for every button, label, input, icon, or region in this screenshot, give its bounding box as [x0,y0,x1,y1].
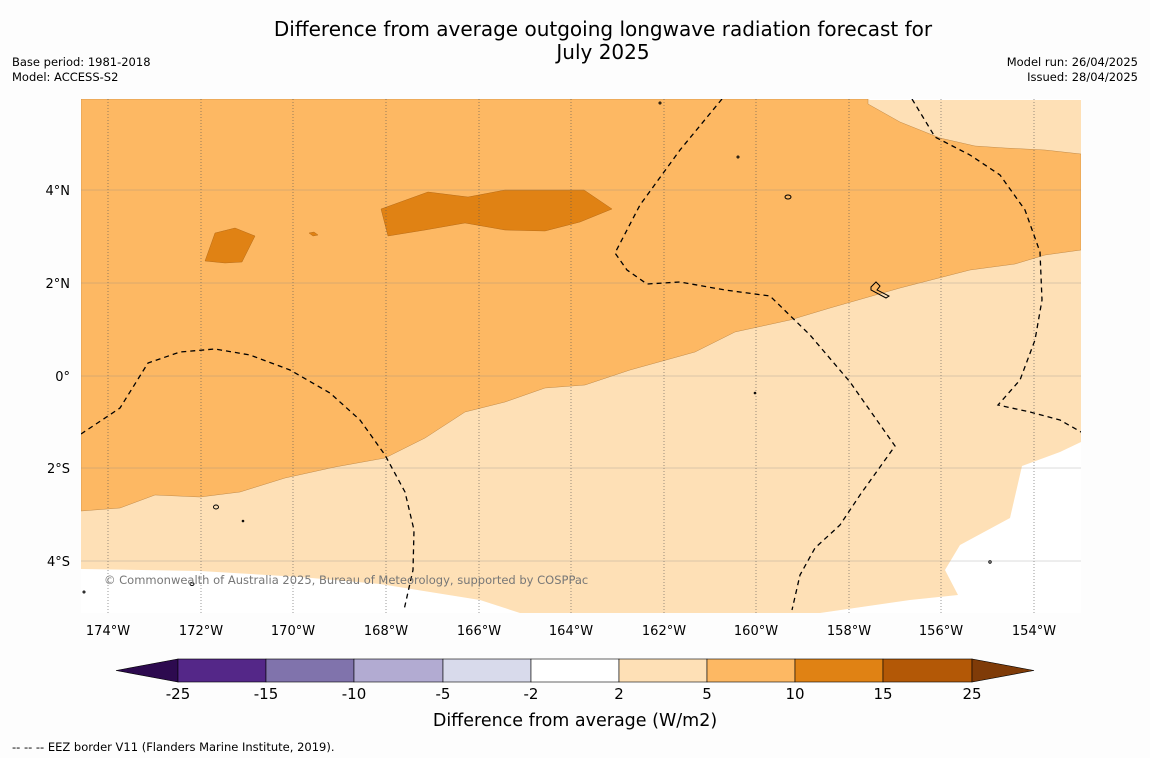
eez-border-central [614,99,896,611]
colorbar-tick-label: -2 [524,685,539,703]
island-outline [988,560,992,564]
colorbar-segment [530,658,620,683]
colorbar-tick-label: 15 [873,685,892,703]
colorbar-tick-label: 5 [702,685,712,703]
issued-text: Issued: 28/04/2025 [1027,70,1138,84]
copyright-text: © Commonwealth of Australia 2025, Bureau… [104,573,588,587]
map-title-line2: July 2025 [556,40,650,64]
island-outline [658,101,662,105]
lon-label: 170°W [271,624,315,639]
island-outline [784,194,792,200]
island-outline [241,519,245,523]
colorbar-segment [882,658,973,683]
model-info: Base period: 1981-2018 Model: ACCESS-S2 [12,55,151,85]
anomaly-region-5-10 [81,99,1081,512]
lon-label: 156°W [919,624,963,639]
lon-label: 174°W [86,624,130,639]
colorbar-segment [794,658,884,683]
colorbar-tick-label: -15 [254,685,279,703]
map-area: © Commonwealth of Australia 2025, Bureau… [81,99,1081,613]
colorbar-segment [177,658,267,683]
map-title-line1: Difference from average outgoing longwav… [273,17,933,41]
anomaly-region-10-15-west [204,227,256,264]
lon-label: 168°W [364,624,408,639]
longitude-labels: 174°W 172°W 170°W 168°W 166°W 164°W 162°… [86,624,1056,639]
lon-label: 158°W [827,624,871,639]
colorbar-tick-label: -10 [342,685,367,703]
colorbar-ticks: -25 -15 -10 -5 -2 2 5 10 15 25 [166,685,982,703]
eez-footnote: -- -- -- EEZ border V11 (Flanders Marine… [12,740,335,754]
island-outline [736,155,740,159]
anomaly-region-neutral-southwest [81,569,520,613]
colorbar-segment [706,658,796,683]
lat-label: 2°N [46,277,71,292]
island-outline [189,582,195,586]
colorbar-tick-label: 25 [962,685,981,703]
anomaly-region-10-15-east [380,189,613,237]
colorbar-segment [442,658,532,683]
model-name-text: Model: ACCESS-S2 [12,70,119,84]
lat-label: 2°S [47,462,70,477]
lon-label: 162°W [642,624,686,639]
colorbar-tick-label: -5 [436,685,451,703]
anomaly-region-neutral-southeast [820,442,1081,613]
colorbar-segment [265,658,355,683]
latitude-labels: 4°N 2°N 0° 2°S 4°S [46,184,71,570]
lat-label: 4°N [46,184,71,199]
anomaly-region-10-15-small [308,231,319,237]
eez-border-east [911,99,1081,433]
lon-label: 172°W [179,624,223,639]
colorbar: -25 -15 -10 -5 -2 2 5 10 15 25 Differenc… [115,658,1035,731]
colorbar-extend-high [971,658,1035,683]
lon-label: 154°W [1012,624,1056,639]
island-outline [870,281,890,299]
colorbar-segment [618,658,708,683]
island-outline [753,391,757,395]
lon-label: 164°W [549,624,593,639]
lon-label: 160°W [734,624,778,639]
base-period-text: Base period: 1981-2018 [12,55,151,69]
island-outline [82,590,86,594]
eez-border-west [81,348,415,611]
colorbar-label: Difference from average (W/m2) [433,711,717,731]
colorbar-tick-label: 10 [785,685,804,703]
colorbar-segment [353,658,444,683]
anomaly-region-neutral-northeast [868,99,1081,100]
lon-label: 166°W [457,624,501,639]
model-run-text: Model run: 26/04/2025 [1006,55,1138,69]
colorbar-tick-label: 2 [614,685,624,703]
colorbar-extend-low [115,658,179,683]
latitude-gridlines [81,189,1081,562]
islands [82,101,992,594]
eez-borders [81,99,1081,611]
island-outline [213,504,219,510]
map-title: Difference from average outgoing longwav… [0,18,1150,64]
run-info: Model run: 26/04/2025 Issued: 28/04/2025 [1007,55,1138,85]
lat-label: 4°S [47,555,70,570]
lat-label: 0° [55,370,70,385]
colorbar-tick-label: -25 [166,685,191,703]
